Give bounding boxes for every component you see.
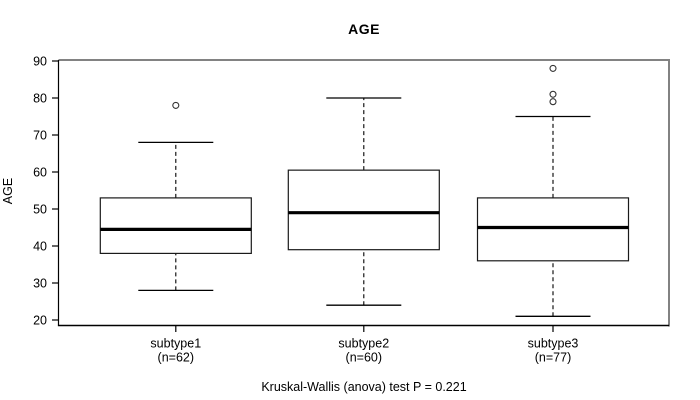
category-label: subtype3: [528, 337, 579, 351]
category-sublabel: (n=60): [346, 351, 382, 365]
category-sublabel: (n=62): [158, 351, 194, 365]
outlier-point: [172, 101, 180, 109]
iqr-box: [99, 197, 252, 254]
y-tick-label: 80: [33, 92, 47, 106]
category-label: subtype2: [338, 337, 389, 351]
outlier-point: [549, 90, 557, 98]
y-tick-label: 60: [33, 166, 47, 180]
kruskal-wallis-annotation: Kruskal-Wallis (anova) test P = 0.221: [261, 380, 467, 394]
y-tick-label: 30: [33, 277, 47, 291]
chart-title: AGE: [348, 21, 380, 37]
y-tick-label: 40: [33, 240, 47, 254]
iqr-box: [476, 197, 630, 262]
category-label: subtype1: [150, 337, 201, 351]
outlier-point: [549, 98, 557, 106]
y-tick-label: 70: [33, 129, 47, 143]
iqr-box: [287, 169, 440, 251]
y-tick-label: 90: [33, 55, 47, 69]
category-sublabel: (n=77): [535, 351, 571, 365]
outlier-point: [549, 64, 557, 72]
y-tick-label: 50: [33, 203, 47, 217]
y-tick-label: 20: [33, 314, 47, 328]
